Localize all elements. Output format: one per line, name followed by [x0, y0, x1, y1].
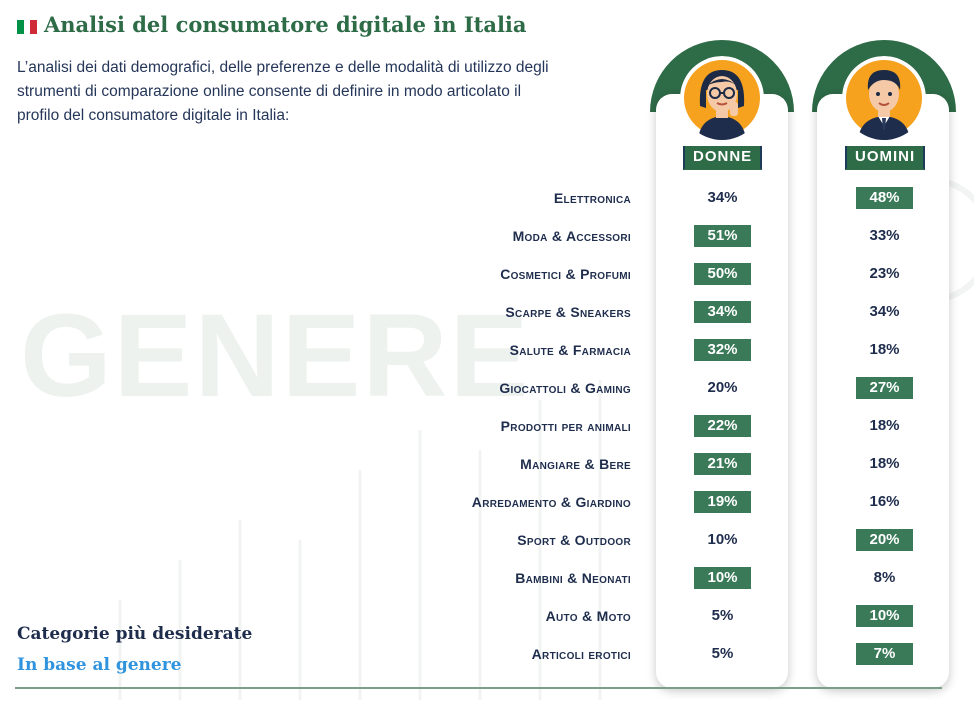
- category-label: Articoli erotici: [531, 646, 631, 662]
- category-label: Scarpe & Sneakers: [505, 304, 631, 320]
- women-value: 32%: [694, 339, 751, 361]
- men-value: 34%: [869, 303, 900, 320]
- men-value: 18%: [869, 341, 900, 358]
- man-avatar-icon: [842, 56, 926, 140]
- women-label: DONNE: [683, 146, 763, 170]
- woman-avatar-icon: [680, 56, 764, 140]
- women-value: 50%: [694, 263, 751, 285]
- category-label: Mangiare & Bere: [520, 456, 631, 472]
- category-label: Prodotti per animali: [500, 418, 631, 434]
- women-value: 20%: [707, 379, 738, 396]
- women-value: 5%: [711, 607, 734, 624]
- women-value: 10%: [694, 567, 751, 589]
- men-value: 8%: [873, 569, 896, 586]
- category-label: Moda & Accessori: [512, 228, 631, 244]
- men-label: UOMINI: [845, 146, 926, 170]
- men-value: 18%: [869, 455, 900, 472]
- footer-divider: [15, 687, 942, 689]
- men-value: 23%: [869, 265, 900, 282]
- men-value: 10%: [856, 605, 913, 627]
- footer-title: Categorie più desiderate: [17, 624, 253, 644]
- footer-subtitle: In base al genere: [17, 655, 182, 675]
- category-label: Salute & Farmacia: [509, 342, 631, 358]
- intro-text: L’analisi dei dati demografici, delle pr…: [17, 59, 549, 124]
- italy-flag-icon: [17, 20, 38, 34]
- men-value: 7%: [856, 643, 913, 665]
- watermark: GENERE: [20, 290, 531, 422]
- category-label: Sport & Outdoor: [517, 532, 631, 548]
- women-column-card: [656, 94, 788, 688]
- women-value: 10%: [707, 531, 738, 548]
- men-value: 16%: [869, 493, 900, 510]
- women-value: 19%: [694, 491, 751, 513]
- category-label: Cosmetici & Profumi: [500, 266, 631, 282]
- men-value: 18%: [869, 417, 900, 434]
- women-value: 34%: [694, 301, 751, 323]
- women-value: 5%: [711, 645, 734, 662]
- women-value: 21%: [694, 453, 751, 475]
- men-value: 27%: [856, 377, 913, 399]
- category-label: Auto & Moto: [545, 608, 631, 624]
- men-value: 20%: [856, 529, 913, 551]
- women-value: 34%: [707, 189, 738, 206]
- page-title: Analisi del consumatore digitale in Ital…: [44, 12, 527, 37]
- women-value: 51%: [694, 225, 751, 247]
- category-label: Bambini & Neonati: [515, 570, 631, 586]
- men-value: 48%: [856, 187, 913, 209]
- category-label: Elettronica: [553, 190, 631, 206]
- women-value: 22%: [694, 415, 751, 437]
- category-label: Arredamento & Giardino: [471, 494, 631, 510]
- men-value: 33%: [869, 227, 900, 244]
- category-label: Giocattoli & Gaming: [499, 380, 631, 396]
